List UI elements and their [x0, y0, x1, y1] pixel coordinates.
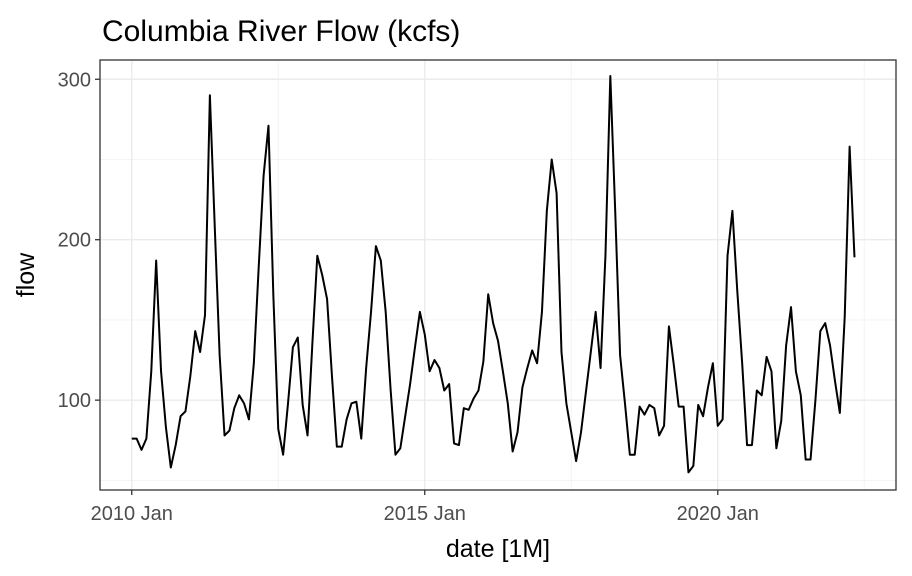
y-axis-title: flow [12, 252, 40, 297]
series-line-flow [131, 75, 856, 474]
x-tick-label: 2010 Jan [91, 503, 173, 525]
axis-ticks: 100 200 300 2010 Jan 2015 Jan 2020 Jan [58, 69, 759, 525]
grid [100, 60, 896, 490]
y-tick-label: 100 [58, 390, 91, 412]
y-tick-label: 300 [58, 69, 91, 91]
x-axis-title: date [1M] [446, 535, 550, 563]
x-tick-label: 2020 Jan [677, 503, 759, 525]
panel-border [99, 59, 897, 491]
plot-panel [100, 60, 896, 490]
chart-title: Columbia River Flow (kcfs) [102, 15, 460, 48]
x-tick-label: 2015 Jan [384, 503, 466, 525]
y-tick-label: 200 [58, 230, 91, 252]
